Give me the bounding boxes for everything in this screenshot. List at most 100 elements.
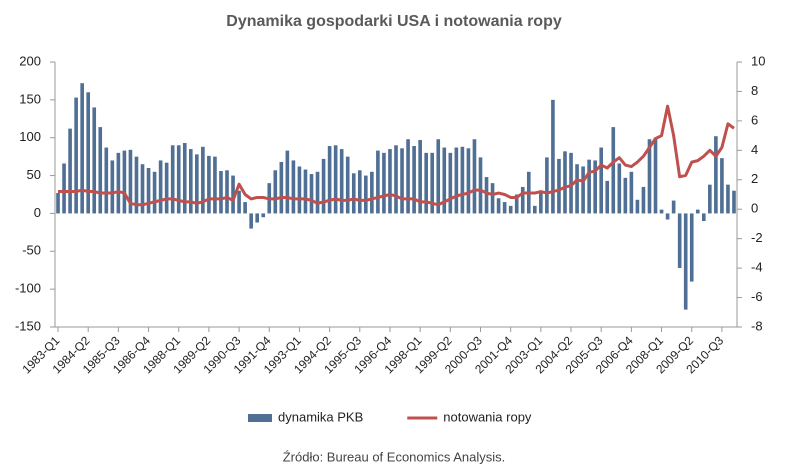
bar: [533, 205, 537, 214]
bar: [291, 160, 296, 214]
y-tick-label: -50: [22, 243, 41, 258]
source: Źródło: Bureau of Economics Analysis.: [283, 449, 506, 464]
bar: [575, 164, 579, 214]
bar: [484, 177, 489, 214]
bar: [134, 156, 139, 214]
bar: [370, 171, 374, 214]
bar: [357, 170, 362, 214]
bar: [279, 161, 284, 214]
bar: [430, 152, 435, 214]
bar: [714, 136, 718, 214]
bar: [182, 143, 187, 214]
bar: [273, 170, 278, 214]
y-tick-label: -150: [15, 318, 41, 333]
bar: [315, 171, 320, 214]
bar: [207, 155, 211, 214]
bar: [442, 147, 447, 214]
bar: [321, 158, 326, 214]
bar: [382, 152, 386, 214]
bar: [720, 158, 724, 214]
bar: [545, 157, 549, 214]
chart-title: Dynamika gospodarki USA i notowania ropy: [226, 13, 562, 30]
bar: [92, 107, 97, 214]
bar: [80, 83, 84, 214]
bar: [557, 158, 561, 214]
bar: [388, 149, 392, 214]
bar: [351, 173, 356, 214]
bar: [176, 145, 181, 214]
y-tick-label: 150: [19, 91, 41, 106]
bar: [394, 145, 398, 214]
bar: [454, 147, 459, 214]
bar: [726, 184, 730, 214]
bar: [593, 160, 597, 214]
bar: [364, 175, 368, 214]
bar: [581, 166, 585, 214]
bar: [303, 169, 308, 214]
y-tick-label: -100: [15, 281, 41, 296]
bar: [418, 139, 422, 214]
bar: [611, 127, 616, 214]
bar: [285, 150, 290, 214]
y-tick-label: 100: [19, 129, 41, 144]
y2-tick-label: 6: [751, 112, 758, 127]
bar: [104, 147, 109, 214]
y2-tick-label: 0: [751, 201, 758, 216]
bar: [201, 146, 205, 214]
y2-tick-label: 10: [751, 53, 765, 68]
bar: [460, 146, 465, 214]
bar: [617, 163, 622, 214]
bar: [261, 213, 266, 218]
bar: [333, 145, 338, 214]
legend-label: notowania ropy: [443, 409, 532, 424]
y-tick-label: 0: [34, 205, 41, 220]
bar: [732, 190, 736, 214]
bar: [569, 152, 573, 214]
bar: [213, 156, 217, 214]
bar: [243, 202, 247, 214]
bar: [110, 160, 115, 214]
bar: [508, 205, 513, 214]
bar: [496, 198, 501, 214]
bar: [635, 199, 640, 214]
bar: [195, 154, 199, 214]
bar: [237, 190, 241, 214]
bar: [219, 171, 223, 214]
y-tick-label: 200: [19, 53, 41, 68]
bar: [520, 186, 525, 214]
bar: [647, 139, 652, 214]
bar: [140, 164, 145, 214]
y2-tick-label: -2: [751, 230, 763, 245]
bar: [641, 186, 646, 214]
bar: [665, 213, 670, 220]
bar: [478, 157, 483, 214]
bar: [170, 145, 175, 214]
bar: [400, 148, 404, 214]
bar: [376, 150, 380, 214]
y2-tick-label: -6: [751, 289, 763, 304]
bar: [146, 168, 151, 214]
bar: [86, 92, 91, 214]
bar: [659, 209, 664, 214]
bar: [56, 192, 60, 214]
bar: [98, 127, 103, 214]
bar: [158, 160, 163, 214]
y2-tick-label: 2: [751, 171, 758, 186]
bar: [708, 184, 712, 214]
bar: [188, 149, 193, 214]
bar: [539, 190, 543, 214]
bar: [466, 148, 471, 214]
bar: [68, 128, 72, 214]
bar: [587, 159, 591, 214]
bar: [490, 183, 495, 214]
bar: [599, 147, 604, 214]
bar: [671, 200, 676, 214]
bar: [152, 171, 157, 214]
bar: [122, 150, 127, 214]
bar: [327, 146, 332, 214]
bar: [514, 194, 519, 214]
bar: [406, 139, 410, 214]
bar: [128, 149, 133, 214]
bar: [551, 99, 555, 214]
